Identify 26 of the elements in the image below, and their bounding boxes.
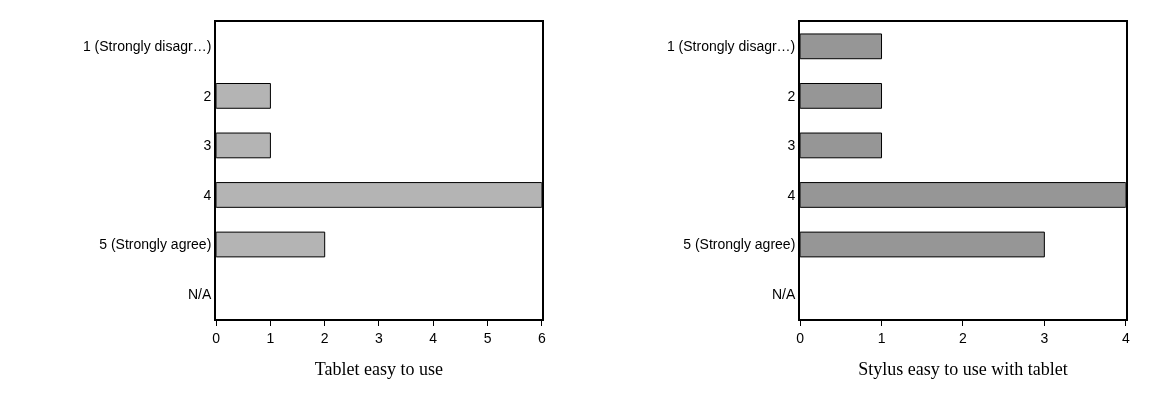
x-axis-title: Tablet easy to use — [314, 359, 444, 380]
y-tick-label: 4 — [203, 186, 212, 203]
x-tick-label: 6 — [537, 329, 546, 346]
y-tick-label: 2 — [203, 87, 212, 104]
x-tick-label: 2 — [959, 329, 968, 346]
x-tick-label: 2 — [320, 329, 329, 346]
x-tick-label: 0 — [212, 329, 221, 346]
x-axis-title: Stylus easy to use with tablet — [858, 359, 1068, 380]
x-tick-label: 0 — [796, 329, 805, 346]
y-tick-label: 5 (Strongly agree) — [683, 236, 796, 253]
x-tick-label: 5 — [483, 329, 492, 346]
x-tick-label: 1 — [877, 329, 886, 346]
x-tick-label: 3 — [1040, 329, 1049, 346]
y-tick-label: 3 — [203, 137, 212, 154]
x-tick-label: 1 — [266, 329, 275, 346]
x-tick-label: 3 — [375, 329, 384, 346]
y-tick-label: 5 (Strongly agree) — [99, 236, 212, 253]
x-tick-label: 4 — [1121, 329, 1130, 346]
y-tick-label: 1 (Strongly disagr…) — [82, 38, 212, 55]
x-tick-label: 4 — [429, 329, 438, 346]
y-tick-label: N/A — [188, 285, 212, 302]
y-tick-label: 1 (Strongly disagr…) — [666, 38, 796, 55]
y-tick-label: 2 — [787, 87, 796, 104]
y-tick-label: 3 — [787, 137, 796, 154]
y-tick-label: N/A — [771, 285, 796, 302]
y-tick-label: 4 — [787, 186, 796, 203]
